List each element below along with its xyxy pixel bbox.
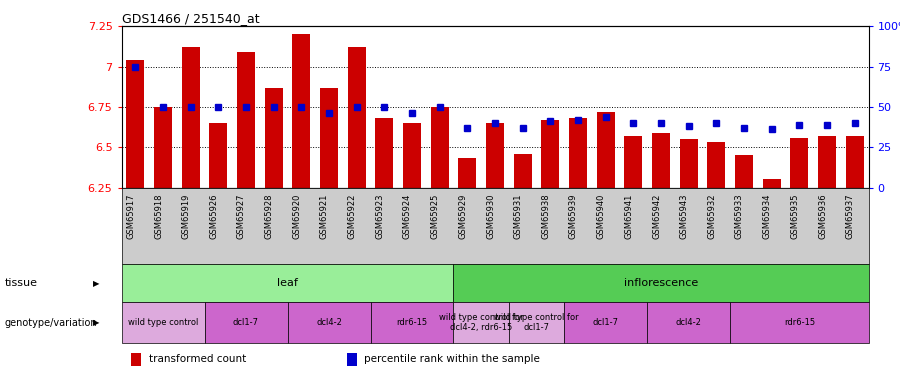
Bar (846, 136, 864, 188)
Text: GSM65923: GSM65923 (375, 194, 384, 239)
Text: GSM65930: GSM65930 (486, 194, 495, 239)
Text: GSM65933: GSM65933 (735, 194, 744, 239)
Bar (320, 87, 338, 188)
Bar (486, 123, 504, 188)
Bar (514, 154, 532, 188)
Text: ▶: ▶ (93, 318, 100, 327)
Text: GSM65925: GSM65925 (431, 194, 440, 239)
Text: GDS1466 / 251540_at: GDS1466 / 251540_at (122, 12, 259, 25)
Text: GSM65935: GSM65935 (790, 194, 799, 239)
Text: GSM65939: GSM65939 (569, 194, 578, 239)
Bar (126, 60, 144, 188)
Bar (707, 142, 725, 188)
Text: GSM65936: GSM65936 (818, 194, 827, 239)
Text: GSM65942: GSM65942 (652, 194, 661, 239)
Bar (762, 180, 780, 188)
Text: GSM65922: GSM65922 (347, 194, 356, 239)
Bar (237, 52, 255, 188)
Text: rdr6-15: rdr6-15 (396, 318, 428, 327)
Text: GSM65931: GSM65931 (514, 194, 523, 239)
Text: GSM65938: GSM65938 (541, 194, 550, 239)
Text: GSM65920: GSM65920 (292, 194, 302, 239)
Bar (541, 120, 559, 188)
Text: leaf: leaf (277, 278, 298, 288)
Text: GSM65921: GSM65921 (320, 194, 329, 239)
Text: genotype/variation: genotype/variation (4, 318, 97, 327)
Text: GSM65924: GSM65924 (403, 194, 412, 239)
Bar (265, 87, 283, 188)
Bar (680, 139, 698, 188)
Text: GSM65919: GSM65919 (182, 194, 191, 239)
Bar (569, 118, 587, 188)
Bar (431, 107, 449, 188)
Text: GSM65927: GSM65927 (237, 194, 246, 239)
Text: GSM65932: GSM65932 (707, 194, 716, 239)
Bar (790, 138, 808, 188)
Bar (154, 107, 172, 188)
Text: percentile rank within the sample: percentile rank within the sample (364, 354, 540, 364)
Text: dcl4-2: dcl4-2 (676, 318, 702, 327)
Text: wild type control for
dcl4-2, rdr6-15: wild type control for dcl4-2, rdr6-15 (439, 313, 524, 332)
Text: GSM65937: GSM65937 (846, 194, 855, 239)
Bar (375, 118, 393, 188)
Text: GSM65941: GSM65941 (625, 194, 634, 239)
Text: GSM65928: GSM65928 (265, 194, 274, 239)
Bar (597, 112, 615, 188)
Text: transformed count: transformed count (148, 354, 246, 364)
Text: inflorescence: inflorescence (624, 278, 698, 288)
Text: GSM65926: GSM65926 (210, 194, 219, 239)
Bar (735, 155, 753, 188)
Bar (458, 159, 476, 188)
Bar (347, 47, 365, 188)
Text: dcl4-2: dcl4-2 (316, 318, 342, 327)
Bar (818, 136, 836, 188)
Bar (652, 133, 670, 188)
Text: GSM65943: GSM65943 (680, 194, 688, 239)
Text: wild type control for
dcl1-7: wild type control for dcl1-7 (494, 313, 579, 332)
Text: GSM65929: GSM65929 (458, 194, 467, 239)
Text: wild type control: wild type control (128, 318, 198, 327)
Bar (210, 123, 228, 188)
Text: tissue: tissue (4, 278, 38, 288)
Text: GSM65918: GSM65918 (154, 194, 163, 239)
Text: GSM65917: GSM65917 (126, 194, 135, 239)
Bar (182, 47, 200, 188)
Text: GSM65934: GSM65934 (762, 194, 771, 239)
Text: dcl1-7: dcl1-7 (593, 318, 618, 327)
Text: rdr6-15: rdr6-15 (784, 318, 814, 327)
Text: GSM65940: GSM65940 (597, 194, 606, 239)
Text: dcl1-7: dcl1-7 (233, 318, 259, 327)
Text: ▶: ▶ (93, 279, 100, 288)
Bar (625, 136, 643, 188)
Bar (403, 123, 421, 188)
Bar (292, 34, 310, 188)
